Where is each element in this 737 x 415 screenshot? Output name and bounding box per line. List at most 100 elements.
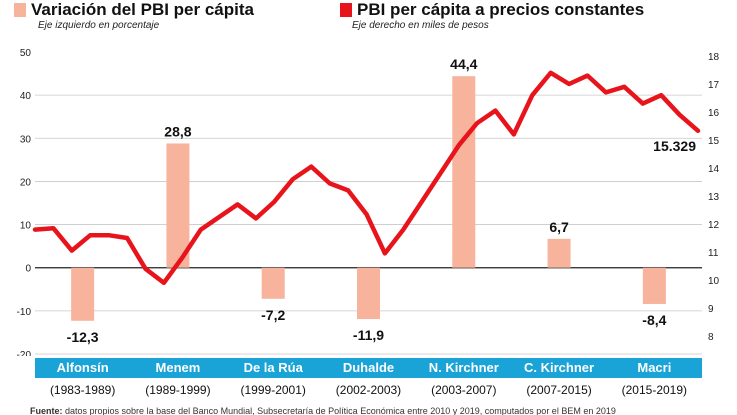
line-point (291, 177, 295, 181)
legend-right-subtitle: Eje derecho en miles de pesos (352, 20, 489, 31)
legend-left-title: Variación del PBI per cápita (31, 0, 254, 19)
line-point (254, 216, 258, 220)
right-tick-label: 10 (708, 276, 720, 287)
line-series (32, 70, 701, 286)
legend-left-subtitle: Eje izquierdo en porcentaje (38, 20, 160, 31)
presidency-period: (2003-2007) (431, 383, 497, 397)
line-point (309, 165, 313, 169)
left-tick-label: 30 (20, 134, 32, 145)
line-point (107, 233, 111, 237)
bar-data-label: 28,8 (164, 123, 191, 139)
line-point (143, 267, 148, 271)
bar (547, 238, 571, 268)
legend-left: Variación del PBI per cápita (14, 0, 254, 20)
presidency-name: Menem (155, 360, 201, 375)
line-point (180, 256, 184, 260)
left-tick-label: 20 (20, 177, 32, 188)
line-point (604, 90, 608, 94)
presidency-period: (2015-2019) (621, 383, 688, 397)
presidency-period: (2002-2003) (335, 383, 402, 397)
line-point (199, 228, 203, 232)
line-point (328, 181, 332, 185)
source-note: Fuente: datos propios sobre la base del … (30, 406, 616, 415)
line-point (493, 109, 498, 113)
presidency-name: C. Kirchner (524, 360, 595, 375)
right-tick-label: 16 (708, 108, 720, 119)
bar (261, 267, 285, 299)
right-tick-label: 18 (708, 52, 720, 63)
line-point (162, 281, 166, 285)
bar-data-label: -7,2 (261, 307, 285, 323)
bar-swatch (14, 3, 26, 17)
line-point (217, 215, 221, 219)
presidency-period: (1989-1999) (145, 383, 211, 397)
line-point (512, 132, 516, 136)
line-swatch (340, 3, 352, 17)
bar-data-label: 6,7 (549, 219, 569, 235)
line-point (70, 249, 74, 253)
right-tick-label: 11 (708, 248, 719, 259)
line-point (622, 85, 626, 89)
plot-area: -20 -10 0 10 20 30 40 50 8 9 10 11 12 13 14 15 16 17 18 -12… (17, 48, 720, 356)
bar (642, 267, 666, 304)
left-tick-label: -10 (17, 307, 32, 318)
left-tick-label: 10 (20, 221, 32, 232)
source-text: datos propios sobre la base del Banco Mu… (65, 406, 616, 415)
presidency-band (35, 358, 702, 378)
presidency-period: (1983-1989) (49, 383, 116, 397)
line-point (696, 129, 700, 133)
line-point (530, 93, 534, 97)
bar-data-label: -8,4 (642, 312, 666, 328)
source-label: Fuente: (30, 406, 63, 415)
line-point (51, 226, 56, 230)
left-tick-label: 0 (25, 264, 31, 275)
right-tick-label: 14 (708, 164, 720, 175)
line-point (125, 236, 129, 240)
line-point (456, 144, 461, 148)
right-tick-label: 8 (708, 332, 714, 343)
presidency-name: Alfonsín (56, 360, 109, 375)
left-tick-label: 40 (20, 91, 32, 102)
line-point (438, 172, 442, 176)
line-end-label: 15.329 (653, 138, 696, 154)
presidency-name: N. Kirchner (428, 360, 499, 375)
legend-right-title: PBI per cápita a precios constantes (357, 0, 645, 19)
right-tick-label: 12 (708, 220, 720, 231)
presidency-name: De la Rúa (243, 360, 303, 375)
bar (71, 267, 95, 321)
right-tick-label: 15 (708, 136, 720, 147)
bar-data-label: -11,9 (353, 327, 384, 343)
right-tick-label: 17 (708, 80, 720, 91)
line-point (641, 102, 645, 106)
line-point (346, 188, 350, 192)
line-point (272, 200, 277, 204)
line-point (364, 212, 369, 216)
presidency-name: Duhalde (342, 360, 395, 375)
line-point (549, 71, 553, 75)
line-point (659, 93, 663, 97)
bar (357, 267, 380, 320)
left-tick-label: 50 (20, 48, 32, 59)
presidency-name: Macri (637, 360, 672, 375)
line-point (677, 113, 682, 117)
line-point (567, 82, 571, 86)
left-tick-label: -20 (17, 350, 32, 356)
line-point (401, 228, 405, 232)
bar-data-label: 44,4 (450, 56, 477, 72)
line-point (33, 228, 37, 232)
line-point (383, 251, 387, 255)
line-point (475, 121, 479, 125)
line-point (420, 200, 424, 204)
right-tick-label: 9 (708, 304, 714, 315)
legend-right: PBI per cápita a precios constantes (340, 0, 644, 20)
line-point (235, 202, 240, 206)
presidency-period: (1999-2001) (240, 383, 306, 397)
presidency-period: (2007-2015) (526, 383, 592, 397)
bar (452, 76, 476, 268)
bar-data-label: -12,3 (67, 329, 99, 345)
bar (166, 143, 190, 268)
line-point (585, 74, 590, 78)
right-tick-label: 13 (708, 192, 720, 203)
line-point (88, 233, 92, 237)
